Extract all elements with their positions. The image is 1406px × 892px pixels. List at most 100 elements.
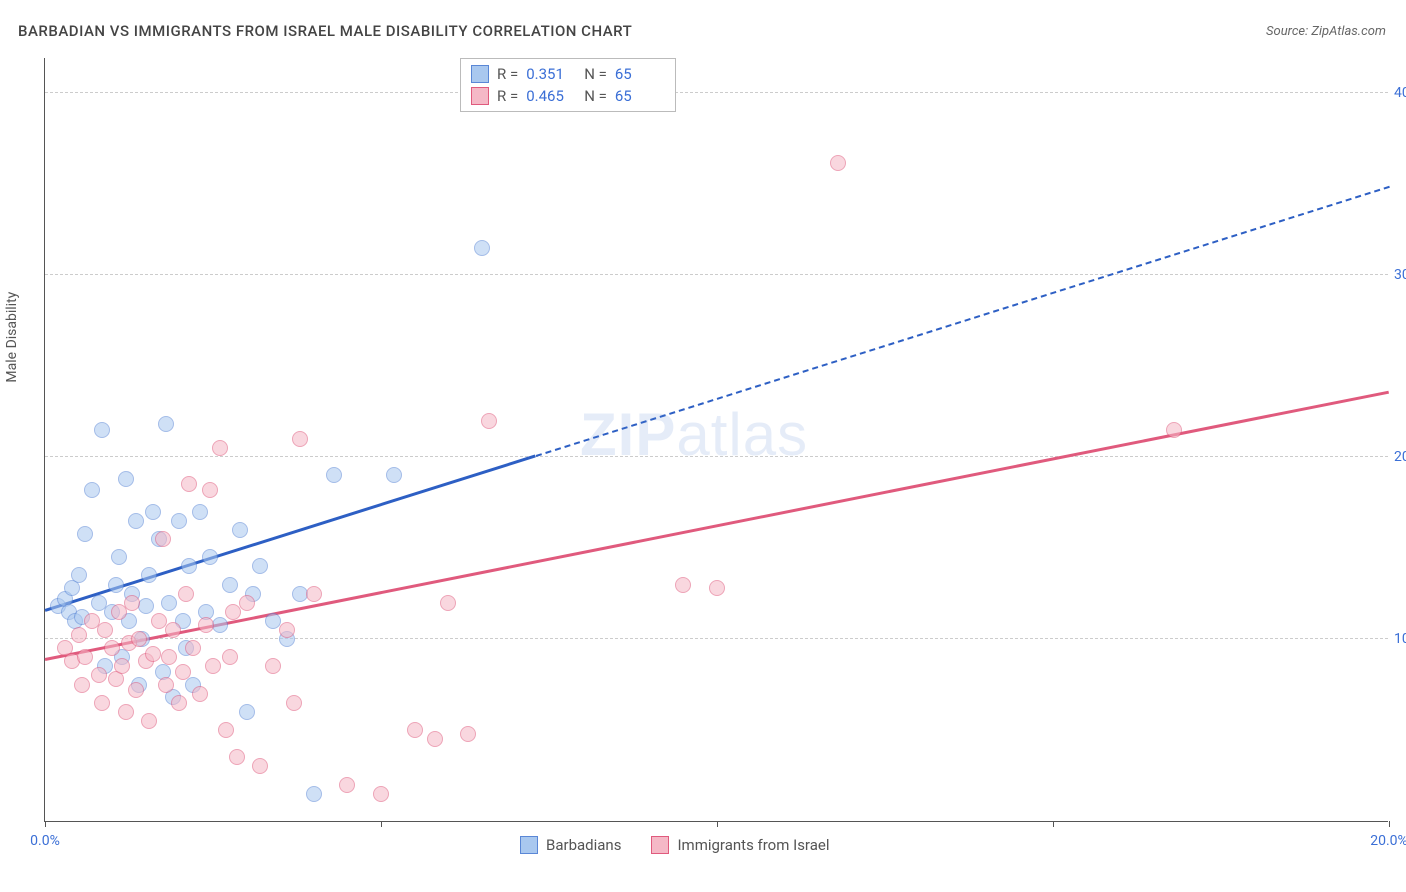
legend-swatch	[520, 836, 538, 854]
data-point	[111, 549, 127, 565]
watermark: ZIPatlas	[580, 400, 808, 469]
legend-item: Immigrants from Israel	[651, 836, 829, 854]
data-point	[1166, 422, 1182, 438]
data-point	[74, 677, 90, 693]
x-tick-label: 0.0%	[30, 833, 60, 849]
legend-label: Barbadians	[546, 836, 621, 854]
data-point	[407, 722, 423, 738]
data-point	[118, 704, 134, 720]
data-point	[155, 531, 171, 547]
data-point	[91, 667, 107, 683]
data-point	[192, 686, 208, 702]
data-point	[171, 695, 187, 711]
y-axis-title: Male Disability	[4, 292, 20, 383]
data-point	[326, 467, 342, 483]
legend-r-label: R =	[497, 87, 518, 105]
data-point	[286, 695, 302, 711]
data-point	[202, 549, 218, 565]
data-point	[114, 658, 130, 674]
data-point	[161, 595, 177, 611]
data-point	[198, 617, 214, 633]
data-point	[675, 577, 691, 593]
data-point	[202, 482, 218, 498]
legend-n-label: N =	[584, 87, 607, 105]
data-point	[373, 786, 389, 802]
data-point	[709, 580, 725, 596]
data-point	[145, 646, 161, 662]
gridline-h	[45, 274, 1388, 275]
legend-r-label: R =	[497, 65, 518, 83]
legend-row: R = 0.465 N = 65	[471, 85, 665, 107]
x-tick	[1053, 821, 1054, 827]
data-point	[77, 526, 93, 542]
data-point	[222, 649, 238, 665]
legend-swatch	[471, 87, 489, 105]
data-point	[84, 482, 100, 498]
data-point	[279, 622, 295, 638]
data-point	[131, 631, 147, 647]
data-point	[218, 722, 234, 738]
data-point	[239, 704, 255, 720]
legend-r-value: 0.465	[526, 87, 576, 105]
data-point	[252, 558, 268, 574]
data-point	[77, 649, 93, 665]
data-point	[94, 695, 110, 711]
y-tick-label: 40.0%	[1394, 85, 1406, 101]
data-point	[205, 658, 221, 674]
legend-item: Barbadians	[520, 836, 621, 854]
data-point	[175, 664, 191, 680]
data-point	[97, 622, 113, 638]
correlation-legend: R =0.351N =65R =0.465N =65	[460, 58, 676, 112]
data-point	[212, 440, 228, 456]
data-point	[222, 577, 238, 593]
legend-n-value: 65	[615, 65, 665, 83]
data-point	[71, 567, 87, 583]
y-tick-label: 30.0%	[1394, 267, 1406, 283]
data-point	[128, 513, 144, 529]
data-point	[181, 558, 197, 574]
data-point	[94, 422, 110, 438]
data-point	[239, 595, 255, 611]
data-point	[427, 731, 443, 747]
data-point	[158, 677, 174, 693]
y-tick-label: 20.0%	[1394, 449, 1406, 465]
data-point	[306, 786, 322, 802]
data-point	[124, 595, 140, 611]
data-point	[386, 467, 402, 483]
data-point	[128, 682, 144, 698]
data-point	[440, 595, 456, 611]
legend-label: Immigrants from Israel	[677, 836, 829, 854]
data-point	[178, 586, 194, 602]
watermark-bold: ZIP	[580, 401, 676, 468]
data-point	[830, 155, 846, 171]
data-point	[185, 640, 201, 656]
data-point	[292, 431, 308, 447]
data-point	[265, 658, 281, 674]
x-tick	[1389, 821, 1390, 827]
x-tick	[717, 821, 718, 827]
gridline-h	[45, 638, 1388, 639]
data-point	[192, 504, 208, 520]
x-tick-label: 20.0%	[1370, 833, 1406, 849]
data-point	[158, 416, 174, 432]
data-point	[161, 649, 177, 665]
data-point	[141, 713, 157, 729]
data-point	[171, 513, 187, 529]
legend-row: R =0.351N =65	[471, 63, 665, 85]
data-point	[108, 577, 124, 593]
x-tick	[45, 821, 46, 827]
watermark-rest: atlas	[676, 401, 808, 468]
gridline-h	[45, 92, 1388, 93]
source-attribution: Source: ZipAtlas.com	[1266, 24, 1386, 39]
y-tick-label: 10.0%	[1394, 631, 1406, 647]
legend-n-value: 65	[615, 87, 665, 105]
data-point	[165, 622, 181, 638]
data-point	[474, 240, 490, 256]
data-point	[306, 586, 322, 602]
data-point	[71, 627, 87, 643]
data-point	[181, 476, 197, 492]
data-point	[339, 777, 355, 793]
data-point	[232, 522, 248, 538]
chart-title: BARBADIAN VS IMMIGRANTS FROM ISRAEL MALE…	[18, 22, 632, 40]
legend-r-value: 0.351	[526, 65, 576, 83]
